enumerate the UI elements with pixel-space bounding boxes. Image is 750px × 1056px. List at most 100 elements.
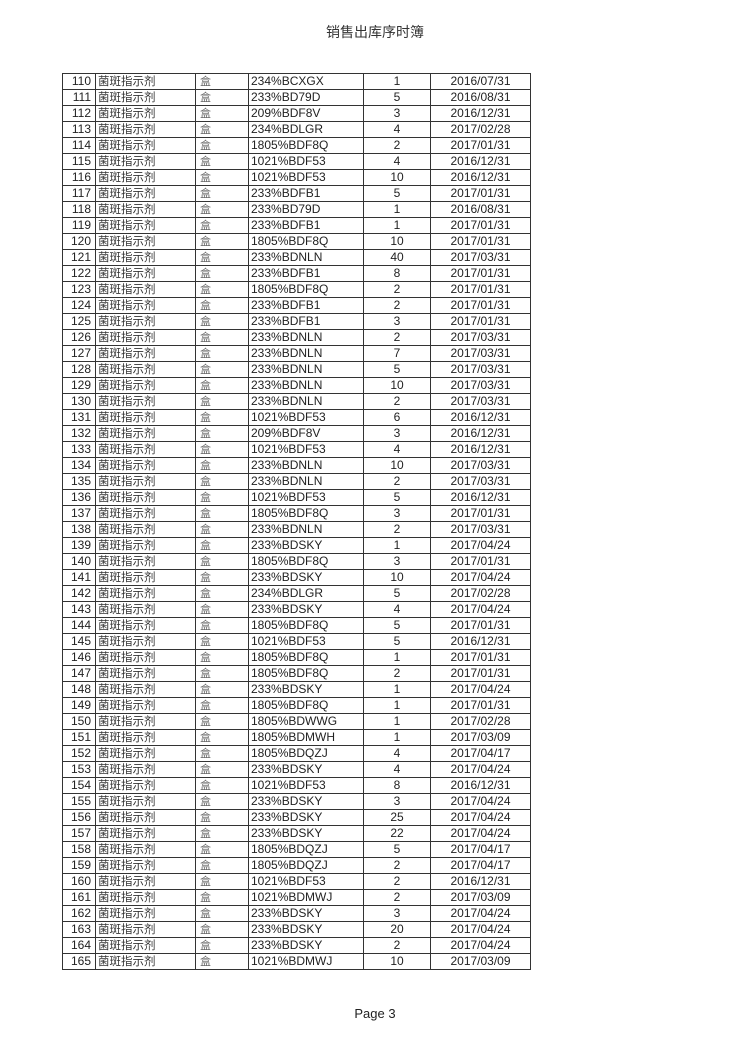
table-row: 135 菌斑指示剂盒 233%BDNLN 2 2017/03/31 [62,473,531,490]
batch-code-cell: 233%BDSKY [248,825,364,842]
item-name-cell: 菌斑指示剂 [95,857,196,874]
date-cell: 2016/12/31 [430,489,531,506]
item-name-cell: 菌斑指示剂 [95,73,196,90]
unit-cell: 盒 [195,233,249,250]
table-row: 139 菌斑指示剂盒 233%BDSKY 1 2017/04/24 [62,537,531,554]
unit-cell: 盒 [195,297,249,314]
row-number-cell: 160 [62,873,96,890]
unit-cell: 盒 [195,377,249,394]
table-row: 165 菌斑指示剂盒 1021%BDMWJ 10 2017/03/09 [62,953,531,970]
item-name-cell: 菌斑指示剂 [95,601,196,618]
batch-code-cell: 233%BDSKY [248,569,364,586]
item-name-cell: 菌斑指示剂 [95,633,196,650]
table-row: 117 菌斑指示剂盒 233%BDFB1 5 2017/01/31 [62,185,531,202]
quantity-cell: 2 [363,137,431,154]
table-row: 141 菌斑指示剂盒 233%BDSKY 10 2017/04/24 [62,569,531,586]
table-row: 121 菌斑指示剂盒 233%BDNLN 40 2017/03/31 [62,249,531,266]
row-number-cell: 121 [62,249,96,266]
quantity-cell: 4 [363,761,431,778]
date-cell: 2017/01/31 [430,505,531,522]
unit-cell: 盒 [195,217,249,234]
batch-code-cell: 233%BDFB1 [248,265,364,282]
unit-cell: 盒 [195,457,249,474]
item-name-cell: 菌斑指示剂 [95,729,196,746]
table-row: 149 菌斑指示剂盒 1805%BDF8Q 1 2017/01/31 [62,697,531,714]
batch-code-cell: 209%BDF8V [248,105,364,122]
unit-cell: 盒 [195,633,249,650]
date-cell: 2016/12/31 [430,633,531,650]
row-number-cell: 110 [62,73,96,90]
row-number-cell: 126 [62,329,96,346]
table-row: 136 菌斑指示剂盒 1021%BDF53 5 2016/12/31 [62,489,531,506]
date-cell: 2017/01/31 [430,281,531,298]
date-cell: 2016/07/31 [430,73,531,90]
row-number-cell: 139 [62,537,96,554]
date-cell: 2017/03/31 [430,377,531,394]
item-name-cell: 菌斑指示剂 [95,153,196,170]
row-number-cell: 111 [62,89,96,106]
item-name-cell: 菌斑指示剂 [95,137,196,154]
batch-code-cell: 1805%BDF8Q [248,649,364,666]
date-cell: 2017/04/17 [430,745,531,762]
date-cell: 2017/02/28 [430,585,531,602]
batch-code-cell: 233%BDSKY [248,921,364,938]
date-cell: 2017/01/31 [430,185,531,202]
date-cell: 2017/03/31 [430,393,531,410]
unit-cell: 盒 [195,665,249,682]
table-row: 133 菌斑指示剂盒 1021%BDF53 4 2016/12/31 [62,441,531,458]
quantity-cell: 1 [363,201,431,218]
batch-code-cell: 233%BDFB1 [248,217,364,234]
unit-cell: 盒 [195,169,249,186]
unit-cell: 盒 [195,585,249,602]
row-number-cell: 117 [62,185,96,202]
item-name-cell: 菌斑指示剂 [95,553,196,570]
date-cell: 2017/04/24 [430,761,531,778]
date-cell: 2017/03/09 [430,953,531,970]
item-name-cell: 菌斑指示剂 [95,265,196,282]
quantity-cell: 2 [363,281,431,298]
quantity-cell: 5 [363,841,431,858]
row-number-cell: 120 [62,233,96,250]
quantity-cell: 10 [363,169,431,186]
unit-cell: 盒 [195,505,249,522]
unit-cell: 盒 [195,521,249,538]
quantity-cell: 1 [363,729,431,746]
item-name-cell: 菌斑指示剂 [95,201,196,218]
item-name-cell: 菌斑指示剂 [95,505,196,522]
row-number-cell: 157 [62,825,96,842]
date-cell: 2017/04/24 [430,793,531,810]
table-row: 118 菌斑指示剂盒 233%BD79D 1 2016/08/31 [62,201,531,218]
quantity-cell: 4 [363,121,431,138]
row-number-cell: 112 [62,105,96,122]
quantity-cell: 5 [363,617,431,634]
date-cell: 2017/01/31 [430,297,531,314]
batch-code-cell: 1021%BDF53 [248,777,364,794]
date-cell: 2017/01/31 [430,313,531,330]
quantity-cell: 3 [363,905,431,922]
row-number-cell: 149 [62,697,96,714]
row-number-cell: 119 [62,217,96,234]
quantity-cell: 10 [363,457,431,474]
batch-code-cell: 233%BDSKY [248,905,364,922]
unit-cell: 盒 [195,601,249,618]
batch-code-cell: 233%BDNLN [248,345,364,362]
unit-cell: 盒 [195,345,249,362]
quantity-cell: 5 [363,185,431,202]
batch-code-cell: 1021%BDF53 [248,409,364,426]
quantity-cell: 1 [363,649,431,666]
table-row: 144 菌斑指示剂盒 1805%BDF8Q 5 2017/01/31 [62,617,531,634]
row-number-cell: 116 [62,169,96,186]
unit-cell: 盒 [195,89,249,106]
item-name-cell: 菌斑指示剂 [95,345,196,362]
unit-cell: 盒 [195,361,249,378]
item-name-cell: 菌斑指示剂 [95,841,196,858]
batch-code-cell: 234%BDLGR [248,585,364,602]
batch-code-cell: 233%BDNLN [248,329,364,346]
unit-cell: 盒 [195,553,249,570]
row-number-cell: 144 [62,617,96,634]
row-number-cell: 135 [62,473,96,490]
date-cell: 2016/08/31 [430,89,531,106]
item-name-cell: 菌斑指示剂 [95,377,196,394]
table-row: 112 菌斑指示剂盒 209%BDF8V 3 2016/12/31 [62,105,531,122]
date-cell: 2017/04/24 [430,937,531,954]
